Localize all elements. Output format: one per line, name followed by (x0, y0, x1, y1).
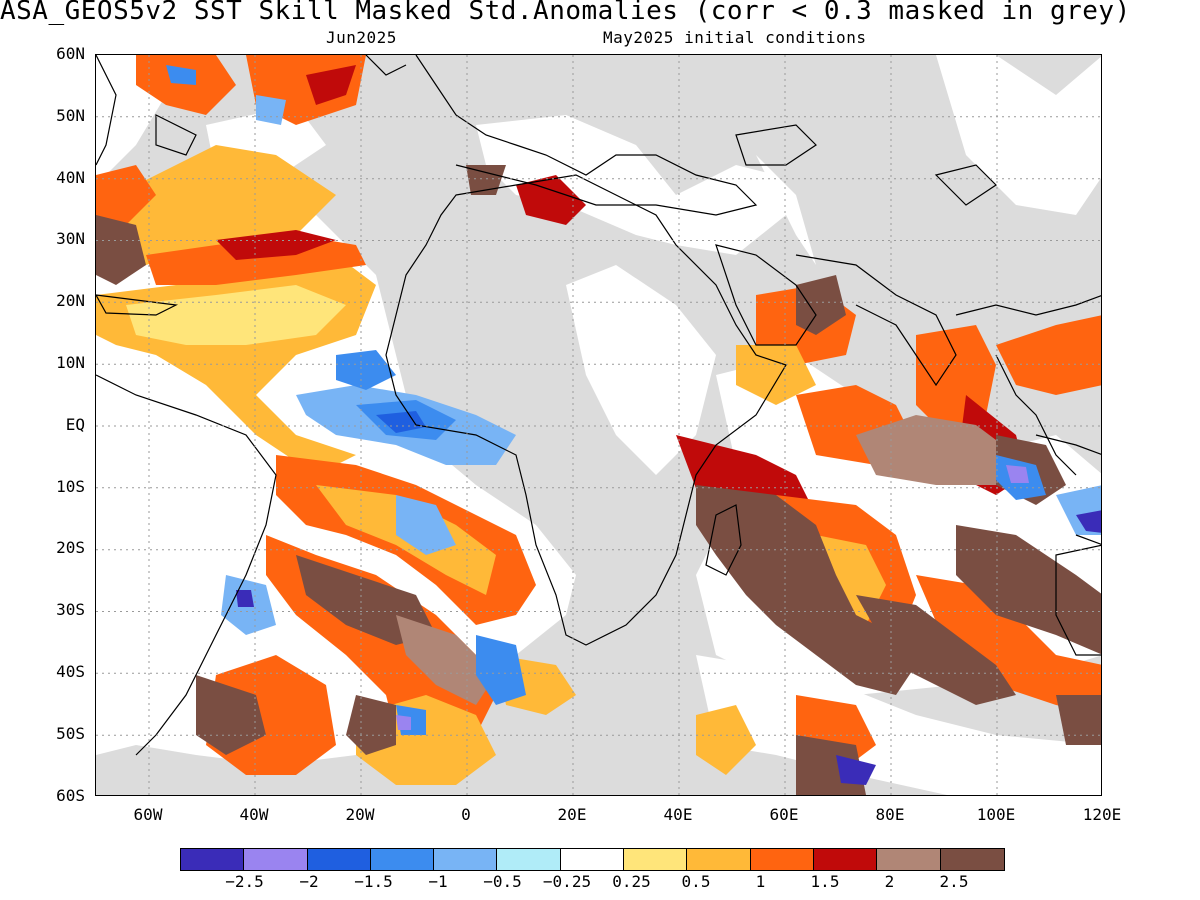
lat-label: 30N (56, 229, 85, 249)
colorbar-swatch (687, 849, 751, 870)
lat-label: 30S (56, 600, 85, 620)
initial-conditions: May2025 initial conditions (603, 28, 867, 47)
lat-label: 10S (56, 476, 85, 496)
colorbar-swatch (940, 849, 1004, 870)
colorbar (180, 848, 1005, 871)
colorbar-swatch (370, 849, 435, 870)
colorbar-label: −2.5 (225, 872, 264, 891)
colorbar-swatch (434, 849, 498, 870)
lat-label: 10N (56, 353, 85, 372)
strong-positive-anomalies (96, 165, 1101, 795)
colorbar-swatch (497, 849, 561, 870)
colorbar-label: −0.5 (483, 872, 522, 891)
lon-label: 120E (1082, 805, 1122, 824)
coastlines (96, 55, 1101, 756)
lon-label: 60W (133, 805, 163, 824)
lon-label: 100E (976, 805, 1016, 824)
colorbar-label: 1.5 (810, 872, 840, 891)
colorbar-swatch (244, 849, 308, 870)
colorbar-label: −1 (428, 872, 448, 891)
lat-label: 20S (56, 538, 85, 558)
forecast-month: Jun2025 (326, 28, 397, 47)
lon-label: 20E (557, 805, 587, 824)
lat-label: EQ (65, 414, 85, 434)
colorbar-label: 0.25 (612, 872, 651, 891)
lon-label: 80E (875, 805, 905, 824)
colorbar-swatch (560, 849, 625, 870)
colorbar-swatch (877, 849, 941, 870)
colorbar-swatch (181, 849, 245, 870)
colorbar-swatch (750, 849, 814, 870)
lat-label: 20N (56, 291, 85, 311)
map-title: ASA_GEOS5v2 SST Skill Masked Std.Anomali… (0, 0, 1131, 26)
colorbar-label: −0.25 (542, 872, 592, 891)
cold-anomalies (166, 65, 1101, 785)
colorbar-label: 0.5 (681, 872, 711, 891)
sst-anomaly-map (95, 54, 1102, 796)
lat-label: 60N (56, 44, 85, 63)
colorbar-label: −1.5 (354, 872, 393, 891)
colorbar-swatch (813, 849, 878, 870)
lat-label: 50N (56, 105, 85, 125)
colorbar-swatch (307, 849, 371, 870)
lat-label: 40N (56, 167, 85, 187)
colorbar-label: −2 (299, 872, 319, 891)
colorbar-label: 2.5 (939, 872, 969, 891)
colorbar-label: 2 (884, 872, 895, 891)
lon-label: 40W (239, 805, 269, 824)
colorbar-label: 1 (755, 872, 766, 891)
lon-label: 20W (345, 805, 375, 824)
map-canvas (96, 55, 1101, 795)
lon-label: 40E (663, 805, 693, 824)
colorbar-swatch (624, 849, 688, 870)
lat-label: 40S (56, 662, 85, 681)
lon-label: 60E (769, 805, 799, 824)
lat-label: 60S (56, 785, 85, 805)
graticule (96, 55, 1101, 795)
lon-label: 0 (461, 805, 471, 824)
lat-label: 50S (56, 723, 85, 743)
